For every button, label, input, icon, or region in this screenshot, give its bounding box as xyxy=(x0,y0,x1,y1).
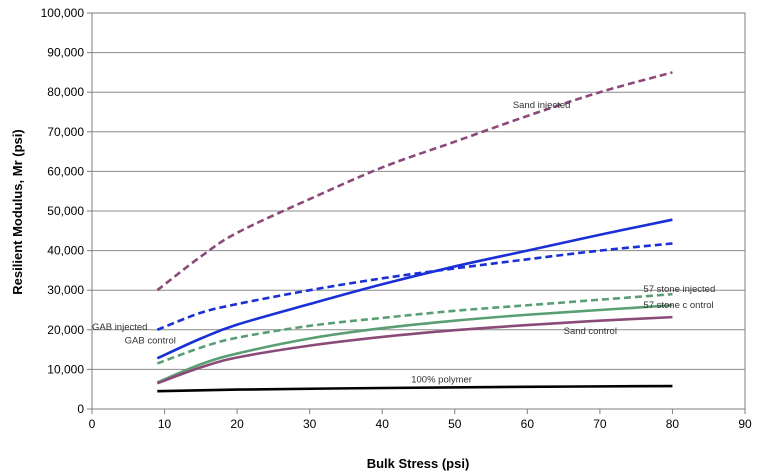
annotations: Sand injected 57 stone injected 57 stone c… xyxy=(92,100,715,385)
x-tick-label: 30 xyxy=(303,417,317,431)
annotation-3: GAB injected xyxy=(92,322,147,333)
annotation-5: Sand control xyxy=(564,326,617,337)
series-lines xyxy=(156,71,673,393)
series-line-6 xyxy=(157,384,673,393)
y-tick-label: 60,000 xyxy=(47,164,84,178)
y-tick-label: 70,000 xyxy=(47,125,84,139)
y-tick-labels: 0 10,000 20,000 30,000 40,000 50,000 60,000 70,… xyxy=(41,6,85,416)
series-line-0 xyxy=(156,71,673,292)
axes xyxy=(87,12,746,414)
series-line-1 xyxy=(156,218,673,360)
x-tick-label: 60 xyxy=(521,417,535,431)
annotation-2: 57 stone c ontrol xyxy=(643,300,713,311)
series-line-2 xyxy=(156,242,673,332)
series-line-3 xyxy=(156,292,673,365)
x-tick-label: 80 xyxy=(666,417,680,431)
x-tick-label: 10 xyxy=(158,417,172,431)
annotation-6: 100% polymer xyxy=(411,374,472,385)
x-tick-label: 0 xyxy=(89,417,96,431)
x-axis-title: Bulk Stress (psi) xyxy=(367,456,470,471)
x-tick-label: 50 xyxy=(448,417,462,431)
x-tick-label: 20 xyxy=(230,417,244,431)
y-tick-label: 0 xyxy=(77,402,84,416)
x-tick-labels: 0 10 20 30 40 50 60 70 80 90 xyxy=(89,417,752,431)
y-tick-label: 100,000 xyxy=(41,6,85,20)
y-tick-label: 40,000 xyxy=(47,244,84,258)
y-axis-title: Resilient Modulus, Mr (psi) xyxy=(10,129,25,294)
y-tick-label: 90,000 xyxy=(47,46,84,60)
y-tick-label: 50,000 xyxy=(47,204,84,218)
annotation-1: 57 stone injected xyxy=(643,284,715,295)
x-tick-label: 90 xyxy=(738,417,752,431)
annotation-0: Sand injected xyxy=(513,100,571,111)
y-tick-label: 30,000 xyxy=(47,283,84,297)
series-line-5 xyxy=(156,315,673,385)
y-tick-label: 80,000 xyxy=(47,85,84,99)
y-tick-label: 20,000 xyxy=(47,323,84,337)
x-tick-label: 70 xyxy=(593,417,607,431)
x-tick-label: 40 xyxy=(376,417,390,431)
annotation-4: GAB control xyxy=(125,336,176,347)
y-tick-label: 10,000 xyxy=(47,362,84,376)
series-line-4 xyxy=(156,303,673,384)
